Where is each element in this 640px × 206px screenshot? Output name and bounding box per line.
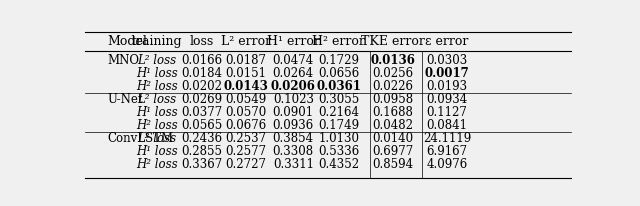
Text: 0.0565: 0.0565 — [181, 119, 222, 132]
Text: L² loss: L² loss — [138, 54, 177, 67]
Text: 0.1729: 0.1729 — [319, 54, 360, 67]
Text: 0.2537: 0.2537 — [225, 132, 267, 145]
Text: 0.1688: 0.1688 — [372, 106, 413, 119]
Text: 0.0901: 0.0901 — [273, 106, 314, 119]
Text: 0.0303: 0.0303 — [426, 54, 468, 67]
Text: 0.0958: 0.0958 — [372, 93, 413, 106]
Text: 0.1127: 0.1127 — [427, 106, 467, 119]
Text: H² loss: H² loss — [136, 119, 178, 132]
Text: H² loss: H² loss — [136, 80, 178, 93]
Text: 0.3854: 0.3854 — [273, 132, 314, 145]
Text: 0.5336: 0.5336 — [318, 145, 360, 158]
Text: L² loss: L² loss — [138, 132, 177, 145]
Text: H¹ loss: H¹ loss — [136, 145, 178, 158]
Text: 0.0140: 0.0140 — [372, 132, 413, 145]
Text: MNO: MNO — [108, 54, 140, 67]
Text: 0.0184: 0.0184 — [181, 67, 222, 80]
Text: L² loss: L² loss — [138, 93, 177, 106]
Text: L² error: L² error — [221, 35, 271, 48]
Text: 0.0017: 0.0017 — [425, 67, 469, 80]
Text: 0.0136: 0.0136 — [370, 54, 415, 67]
Text: 0.2164: 0.2164 — [319, 106, 360, 119]
Text: 0.3055: 0.3055 — [318, 93, 360, 106]
Text: H² loss: H² loss — [136, 158, 178, 171]
Text: 0.1023: 0.1023 — [273, 93, 314, 106]
Text: 0.2727: 0.2727 — [226, 158, 267, 171]
Text: ε error: ε error — [426, 35, 468, 48]
Text: 0.0474: 0.0474 — [273, 54, 314, 67]
Text: 0.0151: 0.0151 — [226, 67, 267, 80]
Text: H¹ loss: H¹ loss — [136, 67, 178, 80]
Text: 0.0256: 0.0256 — [372, 67, 413, 80]
Text: 0.0193: 0.0193 — [426, 80, 468, 93]
Text: 0.4352: 0.4352 — [318, 158, 360, 171]
Text: 0.3367: 0.3367 — [181, 158, 222, 171]
Text: 0.0656: 0.0656 — [318, 67, 360, 80]
Text: ConvLSTM: ConvLSTM — [108, 132, 173, 145]
Text: H² error: H² error — [312, 35, 365, 48]
Text: 24.1119: 24.1119 — [423, 132, 471, 145]
Text: 0.0226: 0.0226 — [372, 80, 413, 93]
Text: 0.0482: 0.0482 — [372, 119, 413, 132]
Text: 0.2577: 0.2577 — [225, 145, 267, 158]
Text: 0.0206: 0.0206 — [271, 80, 316, 93]
Text: 0.1749: 0.1749 — [318, 119, 360, 132]
Text: 0.3308: 0.3308 — [273, 145, 314, 158]
Text: 0.0361: 0.0361 — [316, 80, 362, 93]
Text: 0.3311: 0.3311 — [273, 158, 314, 171]
Text: 0.2855: 0.2855 — [181, 145, 222, 158]
Text: 0.0202: 0.0202 — [181, 80, 222, 93]
Text: Model: Model — [108, 35, 147, 48]
Text: 0.0269: 0.0269 — [181, 93, 222, 106]
Text: 6.9167: 6.9167 — [426, 145, 468, 158]
Text: H¹ loss: H¹ loss — [136, 106, 178, 119]
Text: 0.0676: 0.0676 — [225, 119, 267, 132]
Text: 0.0936: 0.0936 — [273, 119, 314, 132]
Text: U-Net: U-Net — [108, 93, 143, 106]
Text: training: training — [132, 35, 182, 48]
Text: 0.0549: 0.0549 — [225, 93, 267, 106]
Text: H¹ error: H¹ error — [267, 35, 320, 48]
Text: 0.0143: 0.0143 — [224, 80, 269, 93]
Text: 0.6977: 0.6977 — [372, 145, 413, 158]
Text: 0.2436: 0.2436 — [181, 132, 222, 145]
Text: loss: loss — [189, 35, 214, 48]
Text: 0.0187: 0.0187 — [226, 54, 267, 67]
Text: 0.8594: 0.8594 — [372, 158, 413, 171]
Text: 1.0130: 1.0130 — [319, 132, 360, 145]
Text: 0.0166: 0.0166 — [181, 54, 222, 67]
Text: TKE error: TKE error — [360, 35, 424, 48]
Text: 0.0264: 0.0264 — [273, 67, 314, 80]
Text: 0.0570: 0.0570 — [225, 106, 267, 119]
Text: 4.0976: 4.0976 — [426, 158, 468, 171]
Text: 0.0934: 0.0934 — [426, 93, 468, 106]
Text: 0.0841: 0.0841 — [426, 119, 468, 132]
Text: 0.0377: 0.0377 — [181, 106, 222, 119]
